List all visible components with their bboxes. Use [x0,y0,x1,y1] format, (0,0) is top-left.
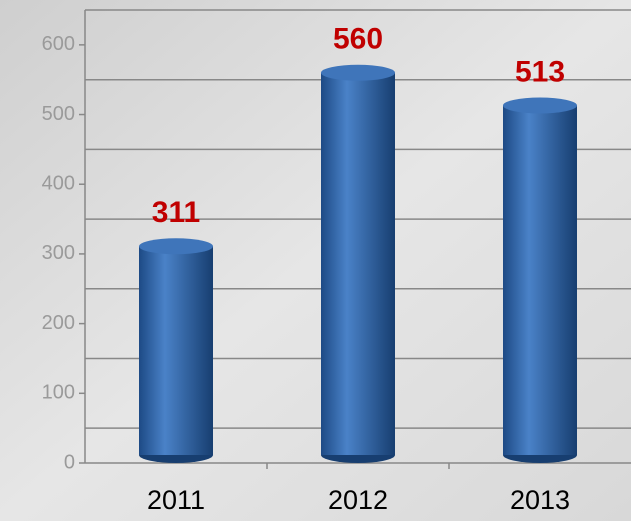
bar-group [503,97,577,463]
bar-group [139,238,213,463]
value-label: 311 [152,196,200,229]
y-tick-label: 300 [42,242,75,264]
bar-cap [139,238,213,254]
y-tick-label: 400 [42,173,75,195]
y-tick-label: 600 [42,33,75,55]
x-tick-label: 2012 [328,485,388,515]
bar [321,73,395,455]
y-tick-label: 0 [64,451,75,473]
y-tick-label: 100 [42,382,75,404]
chart: 0 100 200 300 400 500 600 2011 311 2012 560 2013 513 [0,0,631,521]
x-tick-label: 2011 [147,485,205,515]
bar-group [321,65,395,463]
x-tick-label: 2013 [510,485,570,515]
bar-cap [321,65,395,81]
y-tick-label: 500 [42,103,75,125]
bar-cap [503,97,577,113]
y-tick-label: 200 [42,312,75,334]
bar [503,105,577,455]
value-label: 513 [515,55,565,88]
bar [139,246,213,455]
value-label: 560 [333,23,383,56]
